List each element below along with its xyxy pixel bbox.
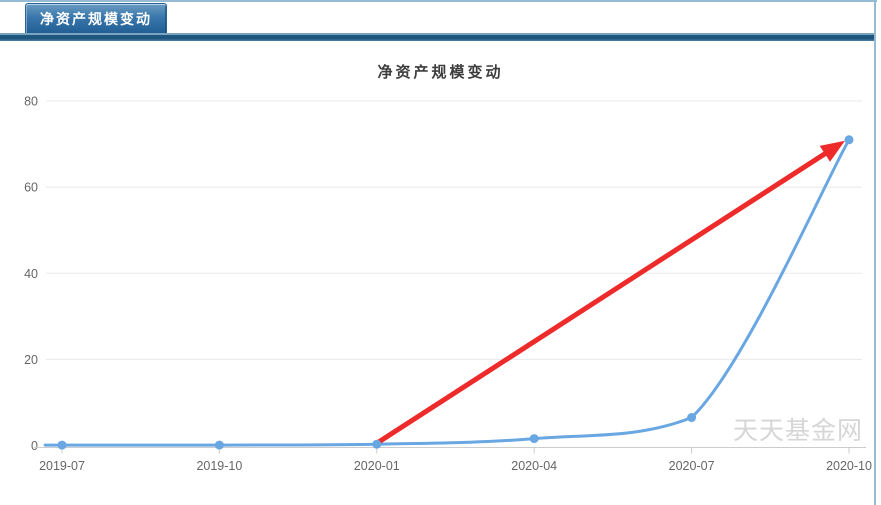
- trend-arrow-head: [819, 140, 845, 162]
- x-axis-tick-label: 2020-10: [826, 459, 872, 473]
- y-axis-tick-label: 80: [24, 95, 38, 109]
- chart-title: 净资产规模变动: [377, 64, 504, 81]
- series-line: [43, 138, 851, 447]
- trend-arrow-shaft: [375, 149, 830, 446]
- x-axis-tick-label: 2020-04: [511, 459, 557, 473]
- x-axis-tick-label: 2020-07: [669, 459, 715, 473]
- data-point[interactable]: [687, 413, 697, 423]
- data-point[interactable]: [529, 434, 539, 444]
- panel-top-border: [0, 0, 877, 2]
- y-axis-tick-label: 40: [24, 267, 38, 281]
- data-point[interactable]: [214, 440, 224, 450]
- x-axis-tick-label: 2020-01: [354, 459, 400, 473]
- watermark-text: 天天基金网: [733, 417, 864, 445]
- y-axis-tick-label: 0: [31, 439, 38, 453]
- header-divider-bar: [0, 33, 874, 41]
- data-point[interactable]: [57, 440, 67, 450]
- y-axis-tick-label: 60: [24, 181, 38, 195]
- y-axis-tick-label: 20: [24, 353, 38, 367]
- data-point[interactable]: [372, 439, 382, 449]
- panel-right-border: [874, 0, 876, 505]
- x-axis-tick-label: 2019-10: [196, 459, 242, 473]
- data-point[interactable]: [844, 135, 854, 145]
- x-axis-tick-label: 2019-07: [39, 459, 85, 473]
